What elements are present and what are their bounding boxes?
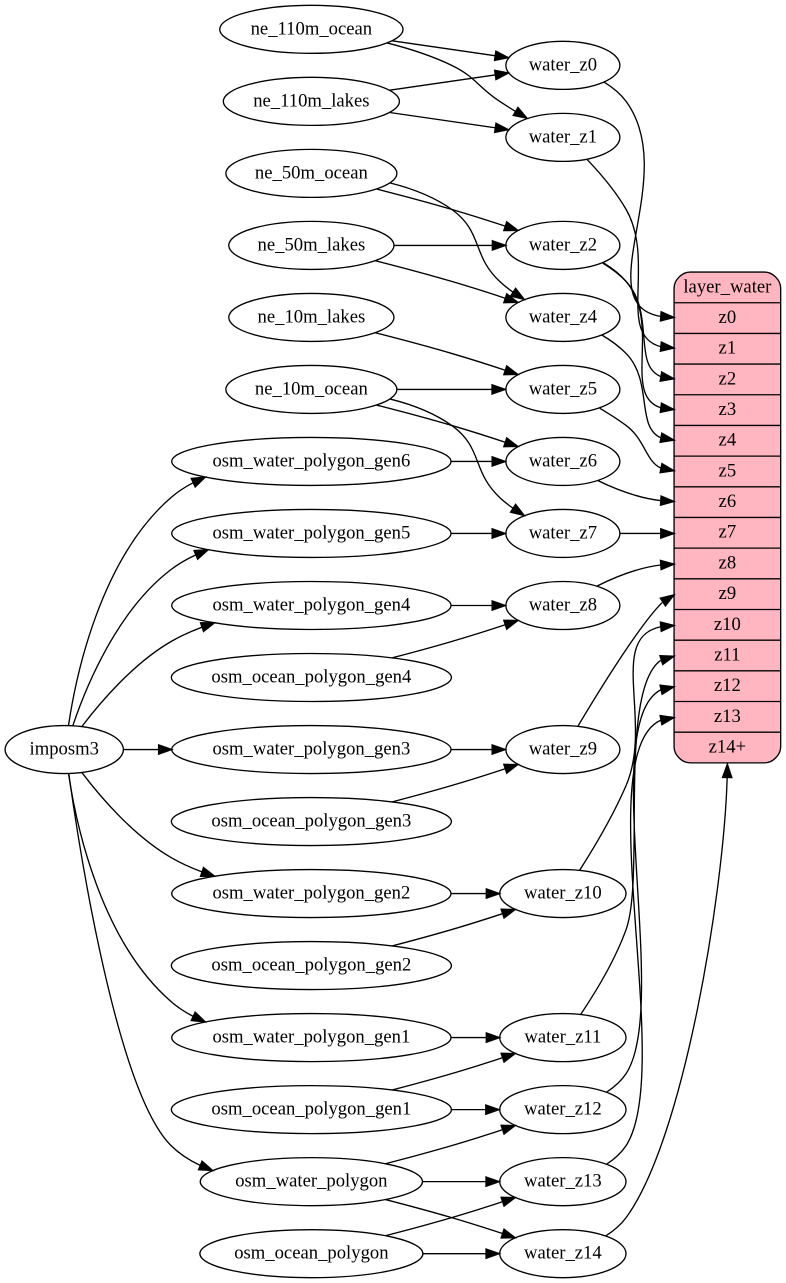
svg-text:z11: z11 xyxy=(714,644,740,665)
svg-text:osm_ocean_polygon: osm_ocean_polygon xyxy=(234,1243,389,1264)
svg-text:osm_water_polygon_gen2: osm_water_polygon_gen2 xyxy=(212,882,410,903)
svg-text:ne_10m_ocean: ne_10m_ocean xyxy=(255,378,369,399)
svg-text:z8: z8 xyxy=(719,552,737,573)
svg-text:z3: z3 xyxy=(719,399,737,420)
svg-text:osm_water_polygon_gen6: osm_water_polygon_gen6 xyxy=(212,450,410,471)
svg-text:osm_water_polygon_gen1: osm_water_polygon_gen1 xyxy=(212,1027,410,1048)
svg-text:water_z11: water_z11 xyxy=(524,1027,601,1048)
svg-text:water_z5: water_z5 xyxy=(529,378,597,399)
svg-text:water_z12: water_z12 xyxy=(524,1099,602,1120)
svg-text:z5: z5 xyxy=(719,460,737,481)
svg-text:osm_water_polygon_gen3: osm_water_polygon_gen3 xyxy=(212,738,410,759)
svg-text:z2: z2 xyxy=(719,368,737,389)
svg-text:ne_110m_ocean: ne_110m_ocean xyxy=(251,18,373,39)
svg-text:z9: z9 xyxy=(719,583,737,604)
svg-text:water_z2: water_z2 xyxy=(529,234,597,255)
svg-text:z10: z10 xyxy=(714,614,741,635)
svg-text:imposm3: imposm3 xyxy=(30,738,99,759)
svg-text:water_z4: water_z4 xyxy=(529,306,598,327)
svg-text:ne_50m_lakes: ne_50m_lakes xyxy=(258,234,366,255)
svg-text:water_z9: water_z9 xyxy=(529,738,597,759)
svg-text:water_z10: water_z10 xyxy=(524,882,602,903)
svg-text:layer_water: layer_water xyxy=(683,276,772,297)
svg-text:osm_ocean_polygon_gen3: osm_ocean_polygon_gen3 xyxy=(211,810,411,831)
svg-text:water_z7: water_z7 xyxy=(529,522,597,543)
svg-text:z6: z6 xyxy=(719,491,737,512)
svg-text:z14+: z14+ xyxy=(709,736,746,757)
svg-text:ne_50m_ocean: ne_50m_ocean xyxy=(255,162,369,183)
svg-text:water_z6: water_z6 xyxy=(529,450,597,471)
svg-text:water_z13: water_z13 xyxy=(524,1171,602,1192)
svg-text:osm_ocean_polygon_gen4: osm_ocean_polygon_gen4 xyxy=(211,666,412,687)
svg-text:z12: z12 xyxy=(714,675,741,696)
svg-text:water_z1: water_z1 xyxy=(529,126,597,147)
svg-text:water_z0: water_z0 xyxy=(529,54,597,75)
svg-text:ne_10m_lakes: ne_10m_lakes xyxy=(258,306,366,327)
svg-text:ne_110m_lakes: ne_110m_lakes xyxy=(253,90,369,111)
svg-text:water_z8: water_z8 xyxy=(529,594,597,615)
svg-text:z4: z4 xyxy=(719,430,737,451)
svg-text:osm_ocean_polygon_gen2: osm_ocean_polygon_gen2 xyxy=(211,955,411,976)
svg-text:z7: z7 xyxy=(719,522,737,543)
svg-text:osm_water_polygon_gen5: osm_water_polygon_gen5 xyxy=(212,522,410,543)
svg-text:z0: z0 xyxy=(719,307,737,328)
svg-text:z1: z1 xyxy=(719,338,737,359)
svg-text:water_z14: water_z14 xyxy=(524,1243,602,1264)
svg-text:osm_water_polygon_gen4: osm_water_polygon_gen4 xyxy=(212,594,411,615)
svg-text:z13: z13 xyxy=(714,706,741,727)
svg-text:osm_ocean_polygon_gen1: osm_ocean_polygon_gen1 xyxy=(211,1099,411,1120)
svg-text:osm_water_polygon: osm_water_polygon xyxy=(235,1171,388,1192)
